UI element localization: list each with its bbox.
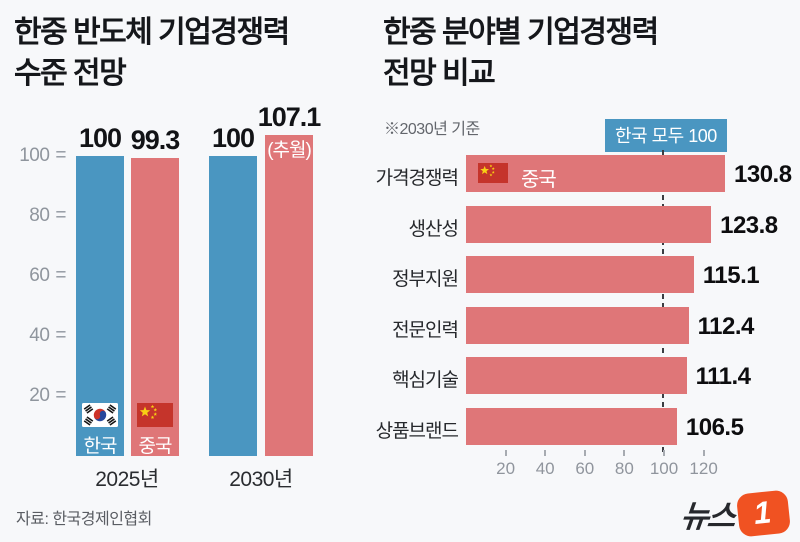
bar-value-label: 107.1: [257, 101, 322, 132]
x-axis-tick-mark: [583, 450, 586, 456]
news1-logo-text: 뉴스: [678, 499, 736, 534]
x-axis-tick-label: 80: [614, 459, 634, 478]
bar-value-label: 115.1: [702, 262, 760, 289]
y-tick-mark: =: [55, 145, 66, 166]
reference-badge: 한국 모두 100: [605, 119, 727, 152]
source-text: 자료: 한국경제인협회: [16, 511, 152, 528]
reference-dashed-line: [662, 150, 664, 455]
y-axis-tick: 100 =: [0, 144, 66, 168]
x-axis-tick-mark: [663, 450, 665, 456]
horizontal-bar-china: [466, 407, 677, 445]
korea-flag-icon-wrap: [82, 403, 118, 427]
y-tick-number: 80: [29, 205, 50, 226]
bar-value-label: 100: [78, 123, 122, 153]
china-flag-icon-wrap: [478, 163, 508, 183]
category-label: 가격경쟁력: [375, 168, 459, 189]
x-axis-tick-mark: [702, 450, 705, 456]
x-axis-tick-label: 20: [496, 459, 516, 478]
category-label: 정부지원: [392, 269, 459, 290]
bar-country-label: 한국: [83, 436, 118, 457]
right-chart-subtitle: ※2030년 기준: [384, 121, 480, 138]
right-chart-title-line1: 한중 분야별 기업경쟁력: [383, 16, 659, 49]
korea-flag-icon: [82, 403, 118, 427]
y-tick-mark: =: [55, 325, 66, 346]
left-chart-title-line1: 한중 반도체 기업경쟁력: [14, 16, 290, 49]
china-flag-icon-wrap: [137, 403, 173, 427]
right-chart-title-line2: 전망 비교: [383, 57, 496, 90]
bar-value-label: 112.4: [697, 312, 755, 340]
horizontal-bar-china: [466, 205, 712, 243]
bar-value-label: 130.8: [734, 161, 792, 188]
category-label: 상품브랜드: [375, 420, 459, 442]
china-flag-icon: [478, 163, 508, 183]
y-tick-mark: =: [55, 205, 66, 226]
x-axis-tick-mark: [544, 450, 547, 456]
bar-value-label: 111.4: [695, 363, 751, 390]
news1-logo-tile: 1: [735, 489, 792, 538]
y-tick-mark: =: [55, 385, 66, 406]
y-axis-tick: 40 =: [0, 324, 66, 348]
bar-annotation: (추월): [267, 139, 312, 161]
series-label: 중국: [521, 169, 557, 191]
category-label: 생산성: [408, 218, 459, 240]
y-tick-number: 20: [29, 385, 50, 406]
y-axis-tick: 80 =: [0, 204, 66, 228]
vertical-bar-china: [265, 134, 313, 456]
x-axis-category-label: 2030년: [229, 468, 293, 491]
x-axis-category-label: 2025년: [95, 468, 159, 491]
y-tick-mark: =: [55, 265, 66, 286]
vertical-bar-korea: [209, 156, 257, 456]
left-chart-title: 한중 반도체 기업경쟁력 수준 전망: [14, 12, 290, 94]
y-tick-number: 60: [29, 265, 50, 286]
bar-value-label: 100: [211, 123, 255, 153]
x-axis-tick-mark: [623, 450, 626, 456]
horizontal-bar-china: [466, 357, 687, 394]
category-label: 전문인력: [392, 319, 459, 341]
y-tick-number: 100: [19, 145, 50, 166]
bar-country-label: 중국: [138, 436, 173, 457]
horizontal-bar-china: [466, 306, 689, 344]
news1-logo: 뉴스 1: [678, 489, 792, 538]
y-tick-number: 40: [29, 325, 50, 346]
china-flag-icon: [137, 403, 173, 427]
horizontal-bar-china: [466, 256, 694, 293]
bar-value-label: 123.8: [720, 211, 778, 239]
x-axis-tick-label: 100: [649, 459, 679, 478]
x-axis-tick-label: 60: [575, 459, 595, 478]
y-axis-tick: 20 =: [0, 384, 66, 408]
horizontal-bar-china: [466, 155, 725, 192]
bar-value-label: 106.5: [685, 413, 744, 441]
x-axis-tick-label: 120: [689, 459, 718, 478]
left-chart-title-line2: 수준 전망: [14, 57, 127, 90]
y-axis-tick: 60 =: [0, 264, 66, 288]
bar-value-label: 99.3: [130, 125, 181, 156]
x-axis-tick-mark: [504, 450, 507, 456]
x-axis-tick-label: 40: [535, 459, 555, 478]
news1-logo-numeral: 1: [751, 493, 773, 531]
right-chart-title: 한중 분야별 기업경쟁력 전망 비교: [383, 12, 659, 94]
category-label: 핵심기술: [392, 370, 459, 391]
